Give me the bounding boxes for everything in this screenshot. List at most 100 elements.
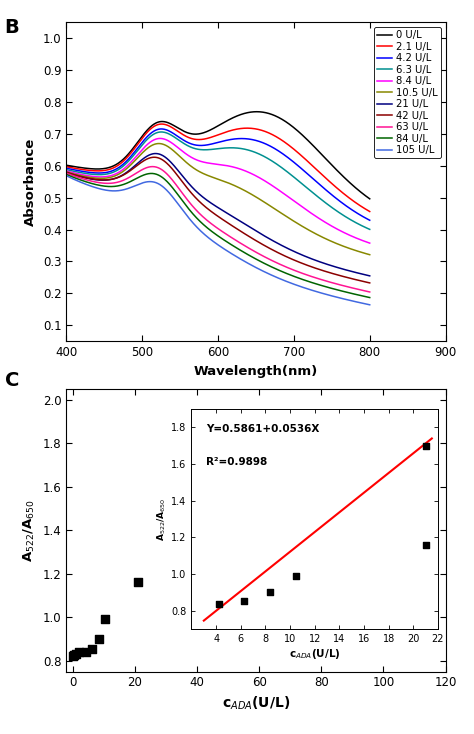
8.4 U/L <box>243 167 248 175</box>
2.1 U/L <box>243 124 248 133</box>
0 U/L <box>117 158 123 167</box>
105 U/L <box>201 229 207 238</box>
8.4 U/L <box>292 197 298 206</box>
0 U/L <box>292 125 298 134</box>
42 U/L <box>367 278 373 287</box>
Line: 105 U/L: 105 U/L <box>66 175 370 305</box>
Text: C: C <box>5 371 19 390</box>
10.5 U/L <box>117 169 123 178</box>
4.2 U/L <box>243 134 248 143</box>
10.5 U/L <box>292 218 298 227</box>
10.5 U/L <box>142 147 147 156</box>
6.3 U/L <box>367 225 373 233</box>
8.4 U/L <box>117 167 123 176</box>
4.2 U/L <box>292 159 298 168</box>
8.4 U/L <box>367 239 373 247</box>
Line: 6.3 U/L: 6.3 U/L <box>66 132 370 229</box>
63 U/L <box>64 169 69 178</box>
6.3 U/L <box>64 165 69 174</box>
2.1 U/L <box>292 146 298 155</box>
21 U/L <box>64 168 69 177</box>
63 U/L <box>243 242 248 251</box>
63 U/L <box>266 255 272 264</box>
42 U/L <box>64 168 69 177</box>
Point <box>75 646 82 658</box>
Line: 84 U/L: 84 U/L <box>66 173 370 297</box>
21 U/L <box>142 153 147 162</box>
2.1 U/L <box>367 207 373 216</box>
84 U/L <box>266 261 272 270</box>
10.5 U/L <box>367 250 373 259</box>
2.1 U/L <box>201 134 207 143</box>
Point <box>101 614 109 625</box>
0 U/L <box>242 109 248 117</box>
0 U/L <box>367 195 373 203</box>
21 U/L <box>367 272 373 280</box>
6.3 U/L <box>292 174 298 183</box>
105 U/L <box>292 280 298 289</box>
Point <box>95 633 102 645</box>
Point <box>200 440 207 451</box>
Line: 42 U/L: 42 U/L <box>66 157 370 283</box>
105 U/L <box>117 186 123 195</box>
42 U/L <box>117 172 123 181</box>
4.2 U/L <box>64 164 69 172</box>
42 U/L <box>266 244 272 252</box>
105 U/L <box>242 258 248 266</box>
Y-axis label: Absorbance: Absorbance <box>24 137 37 226</box>
42 U/L <box>142 156 147 165</box>
Point <box>82 646 90 658</box>
21 U/L <box>117 172 123 181</box>
21 U/L <box>292 247 298 256</box>
84 U/L <box>64 170 69 179</box>
10.5 U/L <box>64 167 69 176</box>
6.3 U/L <box>117 164 123 173</box>
42 U/L <box>243 230 248 239</box>
10.5 U/L <box>243 186 248 195</box>
42 U/L <box>292 256 298 265</box>
4.2 U/L <box>367 216 373 225</box>
Line: 21 U/L: 21 U/L <box>66 153 370 276</box>
63 U/L <box>292 266 298 275</box>
63 U/L <box>142 164 147 173</box>
42 U/L <box>151 153 157 161</box>
4.2 U/L <box>117 162 123 171</box>
4.2 U/L <box>201 141 207 150</box>
63 U/L <box>367 288 373 297</box>
0 U/L <box>201 128 207 137</box>
84 U/L <box>367 293 373 302</box>
Line: 8.4 U/L: 8.4 U/L <box>66 139 370 243</box>
0 U/L <box>64 161 69 170</box>
0 U/L <box>142 129 147 138</box>
Point <box>330 457 337 469</box>
6.3 U/L <box>142 138 147 147</box>
84 U/L <box>201 221 207 230</box>
Point <box>134 577 142 589</box>
Point <box>69 650 76 662</box>
2.1 U/L <box>117 159 123 168</box>
Point <box>395 459 403 471</box>
Point <box>88 643 96 655</box>
X-axis label: Wavelength(nm): Wavelength(nm) <box>194 365 318 378</box>
0 U/L <box>254 107 260 116</box>
Line: 2.1 U/L: 2.1 U/L <box>66 124 370 211</box>
Point <box>70 650 78 661</box>
Point <box>264 462 272 473</box>
105 U/L <box>367 300 373 309</box>
63 U/L <box>201 214 207 222</box>
21 U/L <box>201 194 207 203</box>
Line: 63 U/L: 63 U/L <box>66 167 370 292</box>
63 U/L <box>150 162 155 171</box>
Line: 0 U/L: 0 U/L <box>66 112 370 199</box>
84 U/L <box>292 272 298 281</box>
8.4 U/L <box>142 143 147 152</box>
6.3 U/L <box>158 128 164 137</box>
2.1 U/L <box>64 162 69 171</box>
Y-axis label: A$_{522}$/A$_{650}$: A$_{522}$/A$_{650}$ <box>22 499 37 562</box>
63 U/L <box>117 177 123 186</box>
Legend: 0 U/L, 2.1 U/L, 4.2 U/L, 6.3 U/L, 8.4 U/L, 10.5 U/L, 21 U/L, 42 U/L, 63 U/L, 84 : 0 U/L, 2.1 U/L, 4.2 U/L, 6.3 U/L, 8.4 U/… <box>374 27 440 158</box>
21 U/L <box>153 149 158 158</box>
8.4 U/L <box>157 134 163 143</box>
2.1 U/L <box>266 129 272 138</box>
10.5 U/L <box>266 201 272 210</box>
